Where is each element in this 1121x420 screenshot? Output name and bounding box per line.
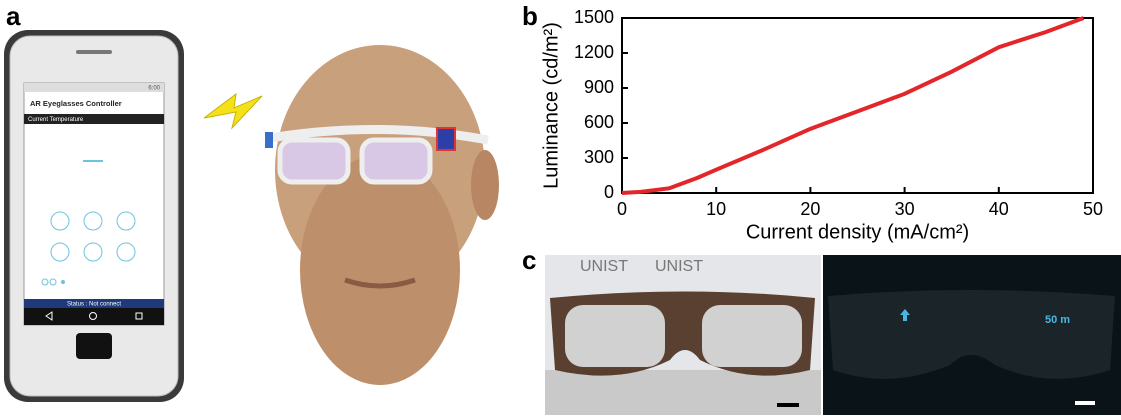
x-tick-label: 50 [1083,199,1103,219]
figure: a b c 6:00 AR Eyeglasses Controller Curr… [0,0,1121,415]
panel-label: c [522,245,536,275]
head-illustration [265,45,499,385]
status-time: 6:00 [148,86,160,92]
panel-label: b [522,1,538,31]
x-axis-label: Current density (mA/cm²) [746,221,969,243]
y-axis-label: Luminance (cd/m²) [540,22,562,189]
signal-icon [204,94,262,128]
y-tick-label: 1500 [574,7,614,27]
y-tick-label: 1200 [574,42,614,62]
y-tick-label: 300 [584,147,614,167]
y-tick-label: 600 [584,112,614,132]
luminance-chart: 0 300 600 900 1200 1500 0 10 20 30 40 50 Current den… [540,7,1103,244]
x-tick-label: 30 [895,199,915,219]
app-title: AR Eyeglasses Controller [30,99,122,108]
photo-glasses-off: UNIST UNIST [545,255,821,415]
panel-label: a [6,1,21,31]
watermark: UNIST [655,258,703,275]
watermark: UNIST [580,258,628,275]
x-tick-label: 0 [617,199,627,219]
y-tick-label: 900 [584,77,614,97]
plot-frame [622,18,1093,193]
photo-glasses-on: 50 m [823,255,1121,415]
data-line [622,18,1084,193]
distance-overlay: 50 m [1045,314,1070,326]
x-tick-label: 10 [706,199,726,219]
status-text: Status : Not connect [67,302,121,308]
bar-label: Current Temperature [28,117,84,123]
x-tick-label: 20 [800,199,820,219]
x-tick-label: 40 [989,199,1009,219]
phone: 6:00 AR Eyeglasses Controller Current Te… [4,30,184,402]
y-tick-label: 0 [604,182,614,202]
